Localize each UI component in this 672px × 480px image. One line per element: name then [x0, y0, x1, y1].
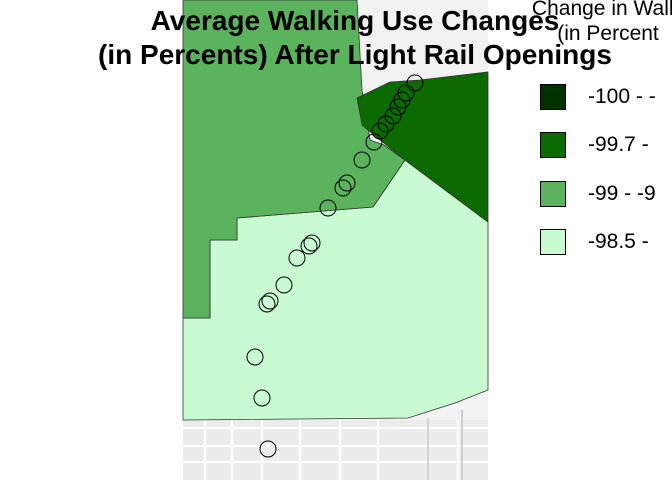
station-marker — [338, 174, 356, 192]
legend-swatch — [540, 181, 566, 207]
station-marker — [246, 348, 264, 366]
station-marker — [319, 199, 337, 217]
map-title: Average Walking Use Changes (in Percents… — [0, 4, 672, 72]
station-marker — [258, 295, 276, 313]
station-marker — [406, 74, 424, 92]
station-marker — [334, 179, 352, 197]
station-marker — [288, 249, 306, 267]
legend-label: -98.5 - — [588, 230, 649, 253]
station-marker — [259, 440, 277, 458]
zone-dark — [356, 71, 489, 223]
station-marker — [253, 389, 271, 407]
legend-label: -100 - - — [588, 85, 656, 108]
legend-swatch — [540, 229, 566, 255]
basemap-roads — [427, 410, 463, 480]
legend-title: Change in Walki (in Percent — [478, 0, 672, 46]
legend-swatch — [540, 84, 566, 110]
station-marker — [353, 151, 371, 169]
legend-swatch — [540, 132, 566, 158]
legend-title-line-2: (in Percent — [557, 22, 659, 45]
station-marker — [365, 133, 383, 151]
map-title-line-1: Average Walking Use Changes — [150, 5, 560, 36]
zone-medium — [182, 0, 406, 319]
legend-label: -99 - -9 — [588, 182, 656, 205]
station-marker — [371, 122, 389, 140]
basemap-street-grid — [183, 420, 488, 480]
legend-title-line-1: Change in Walki — [531, 0, 672, 20]
light-rail-stations — [246, 74, 424, 458]
station-marker — [261, 292, 279, 310]
station-marker — [275, 276, 293, 294]
station-marker — [389, 98, 407, 116]
map-title-line-2: (in Percents) After Light Rail Openings — [98, 39, 612, 70]
station-marker — [377, 115, 395, 133]
station-marker — [303, 234, 321, 252]
station-marker — [300, 237, 318, 255]
zones — [182, 0, 489, 421]
legend-label: -99.7 - — [588, 133, 649, 156]
